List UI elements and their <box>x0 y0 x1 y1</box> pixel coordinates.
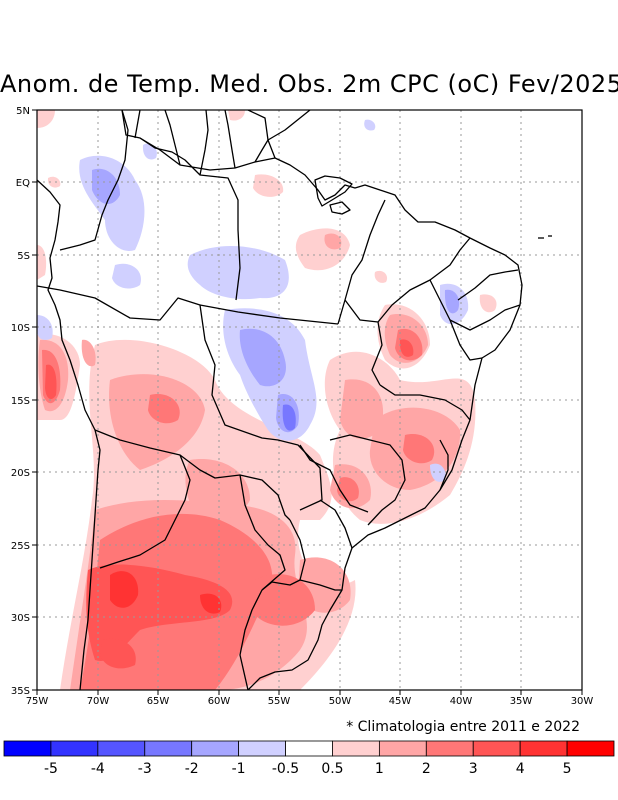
lon-labels: 75W 70W 65W 60W 55W 50W 45W 40W 35W 30W <box>26 696 594 707</box>
border <box>239 474 286 591</box>
colorbar-label: 3 <box>469 761 478 777</box>
lon-label: 40W <box>450 696 473 707</box>
lon-label: 55W <box>268 696 291 707</box>
lon-label: 75W <box>26 696 49 707</box>
border <box>199 304 339 325</box>
lat-lon-grid <box>37 110 582 690</box>
border <box>139 137 241 301</box>
colorbar-label: 4 <box>516 761 525 777</box>
border <box>379 384 471 421</box>
colorbar-swatch <box>566 740 615 757</box>
lon-label: 30W <box>571 696 594 707</box>
colorbar-swatch <box>50 740 99 757</box>
colorbar-swatch <box>3 740 52 757</box>
border <box>164 110 181 166</box>
border <box>299 444 369 513</box>
lat-label: 35S <box>11 686 30 697</box>
border <box>254 139 269 163</box>
anomaly-field <box>37 110 497 690</box>
border <box>439 439 449 491</box>
colorbar-swatch <box>97 740 146 757</box>
colorbar-swatch <box>285 740 333 757</box>
colorbar-label: -1 <box>232 761 246 777</box>
lat-label: 5S <box>17 251 30 262</box>
border <box>199 110 209 176</box>
lat-label: EQ <box>16 178 30 189</box>
colorbar-label: 5 <box>563 761 572 777</box>
lat-label: 20S <box>11 468 30 479</box>
colorbar-swatch <box>332 740 380 757</box>
lat-label: 15S <box>11 396 30 407</box>
colorbar-labels: -5 -4 -3 -2 -1 -0.5 0.5 1 2 3 4 5 <box>44 761 572 777</box>
colorbar-label: -2 <box>185 761 199 777</box>
axis-ticks <box>32 109 583 695</box>
lon-label: 60W <box>208 696 231 707</box>
colorbar-swatch <box>238 740 286 757</box>
colorbar-swatch <box>472 740 521 757</box>
lat-label: 10S <box>11 323 30 334</box>
border <box>329 434 406 526</box>
border <box>429 279 521 331</box>
colorbar-swatch <box>519 740 568 757</box>
west-coastline <box>37 179 101 690</box>
colorbar-swatch <box>425 740 474 757</box>
lon-label: 35W <box>510 696 533 707</box>
lon-label: 65W <box>147 696 170 707</box>
border <box>99 454 191 569</box>
border <box>94 429 291 521</box>
coastline <box>121 110 523 690</box>
climatology-note: * Climatologia entre 2011 e 2022 <box>346 719 580 735</box>
lat-label: 30S <box>11 613 30 624</box>
border <box>247 110 276 159</box>
lat-labels: 5N EQ 5S 10S 15S 20S 25S 30S 35S <box>11 106 30 697</box>
colorbar-label: 0.5 <box>321 761 343 777</box>
lat-label: 5N <box>16 106 30 117</box>
colorbar <box>3 740 615 757</box>
border <box>267 110 311 141</box>
map-title: Anom. de Temp. Med. Obs. 2m CPC (oC) Fev… <box>0 70 618 98</box>
border <box>59 110 129 251</box>
lat-label: 25S <box>11 541 30 552</box>
lon-label: 70W <box>87 696 110 707</box>
colorbar-swatch <box>144 740 193 757</box>
colorbar-label: 2 <box>422 761 431 777</box>
border <box>299 579 342 591</box>
border <box>319 499 353 549</box>
island <box>329 201 351 215</box>
colorbar-label: -4 <box>91 761 105 777</box>
coastlines-borders <box>37 110 552 690</box>
colorbar-label: -0.5 <box>272 761 299 777</box>
border <box>134 110 141 139</box>
colorbar-label: 1 <box>375 761 384 777</box>
colorbar-label: -5 <box>44 761 58 777</box>
lon-label: 50W <box>329 696 352 707</box>
lon-label: 45W <box>389 696 412 707</box>
colorbar-swatch <box>191 740 240 757</box>
colorbar-label: -3 <box>138 761 152 777</box>
border <box>224 110 236 169</box>
border <box>449 319 483 361</box>
amazon-delta <box>314 175 353 207</box>
border <box>239 589 263 690</box>
border <box>457 269 519 301</box>
colorbar-swatch <box>378 740 427 757</box>
border <box>344 299 383 386</box>
